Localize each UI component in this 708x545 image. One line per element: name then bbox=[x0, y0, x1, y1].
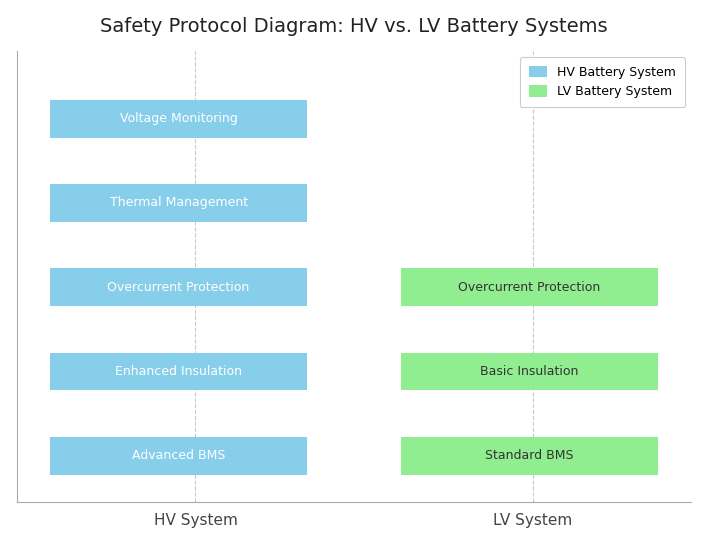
FancyBboxPatch shape bbox=[50, 184, 307, 222]
Title: Safety Protocol Diagram: HV vs. LV Battery Systems: Safety Protocol Diagram: HV vs. LV Batte… bbox=[101, 17, 607, 35]
FancyBboxPatch shape bbox=[401, 268, 658, 306]
FancyBboxPatch shape bbox=[50, 268, 307, 306]
Text: Overcurrent Protection: Overcurrent Protection bbox=[458, 281, 600, 294]
FancyBboxPatch shape bbox=[401, 437, 658, 475]
Text: Standard BMS: Standard BMS bbox=[485, 449, 573, 462]
FancyBboxPatch shape bbox=[50, 100, 307, 137]
Text: Advanced BMS: Advanced BMS bbox=[132, 449, 225, 462]
Text: Voltage Monitoring: Voltage Monitoring bbox=[120, 112, 237, 125]
Legend: HV Battery System, LV Battery System: HV Battery System, LV Battery System bbox=[520, 57, 685, 107]
Text: Thermal Management: Thermal Management bbox=[110, 196, 248, 209]
FancyBboxPatch shape bbox=[50, 437, 307, 475]
FancyBboxPatch shape bbox=[50, 353, 307, 391]
Text: Enhanced Insulation: Enhanced Insulation bbox=[115, 365, 242, 378]
Text: Basic Insulation: Basic Insulation bbox=[480, 365, 578, 378]
FancyBboxPatch shape bbox=[401, 353, 658, 391]
Text: Overcurrent Protection: Overcurrent Protection bbox=[108, 281, 250, 294]
